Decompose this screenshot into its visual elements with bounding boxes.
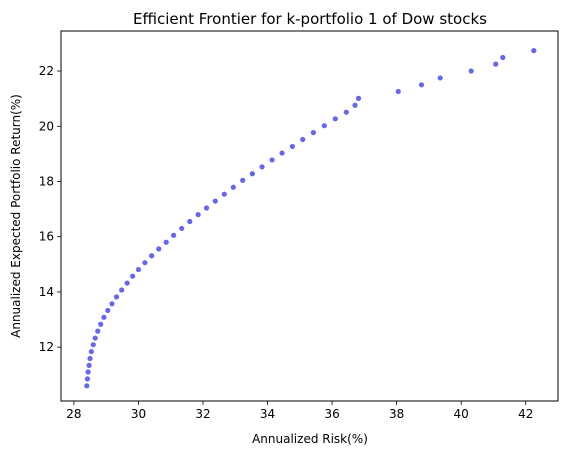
data-point	[84, 376, 91, 382]
data-point	[119, 287, 125, 293]
data-point	[230, 184, 236, 190]
data-point	[105, 307, 111, 314]
data-point	[101, 314, 107, 320]
data-point	[187, 218, 193, 225]
y-tick-label: 14	[39, 285, 54, 299]
data-point	[135, 266, 142, 273]
y-tick-label: 18	[39, 174, 54, 188]
data-point	[321, 123, 327, 129]
data-point	[203, 205, 210, 211]
data-point	[212, 198, 218, 204]
data-point	[130, 273, 136, 279]
x-tick-label: 42	[518, 407, 533, 421]
data-point	[279, 150, 285, 156]
data-point	[95, 328, 101, 334]
data-point	[85, 369, 91, 375]
data-point	[221, 191, 227, 197]
data-point	[355, 95, 362, 101]
x-tick-label: 38	[389, 407, 404, 421]
data-point	[437, 75, 443, 81]
data-point	[249, 171, 255, 177]
data-point	[84, 383, 90, 389]
data-point	[179, 225, 185, 232]
data-point	[493, 61, 499, 67]
x-tick-label: 34	[260, 407, 275, 421]
data-point	[352, 102, 358, 108]
data-point	[142, 260, 148, 266]
data-point	[343, 109, 349, 115]
x-tick-label: 36	[324, 407, 339, 421]
data-point	[531, 48, 537, 54]
data-point	[171, 232, 177, 238]
y-tick-label: 20	[39, 119, 54, 133]
chart-title: Efficient Frontier for k-portfolio 1 of …	[133, 10, 487, 28]
data-point	[113, 294, 120, 300]
x-axis-label: Annualized Risk(%)	[252, 432, 368, 446]
x-axis: 28 30 32 34 36 38 40 42	[66, 401, 533, 421]
data-point	[88, 348, 94, 355]
y-tick-label: 16	[39, 230, 54, 244]
data-point	[98, 321, 104, 327]
data-point	[300, 136, 306, 143]
data-point	[332, 116, 338, 122]
data-point	[468, 68, 474, 74]
data-point	[310, 130, 316, 136]
plot-frame	[60, 30, 559, 402]
y-tick-label: 12	[39, 340, 54, 354]
data-point	[163, 239, 169, 245]
data-point	[500, 54, 506, 61]
data-point	[240, 177, 246, 183]
x-tick-label: 30	[131, 407, 146, 421]
data-point	[289, 143, 295, 150]
y-axis-label: Annualized Expected Portfolio Return(%)	[9, 94, 23, 338]
data-point	[418, 82, 425, 88]
x-tick-label: 40	[454, 407, 469, 421]
y-axis: 12 14 16 18 20 22	[39, 64, 61, 354]
data-point	[86, 362, 92, 368]
data-points	[84, 48, 537, 389]
data-point	[195, 212, 201, 218]
x-tick-label: 28	[66, 407, 81, 421]
data-point	[92, 335, 98, 341]
data-point	[259, 164, 265, 170]
data-point	[156, 246, 162, 252]
data-point	[124, 280, 130, 286]
data-point	[395, 88, 401, 95]
data-point	[269, 157, 275, 163]
data-point	[90, 342, 96, 348]
y-tick-label: 22	[39, 64, 54, 78]
data-point	[149, 253, 155, 259]
data-point	[109, 301, 115, 307]
data-point	[87, 355, 93, 362]
x-tick-label: 32	[195, 407, 210, 421]
